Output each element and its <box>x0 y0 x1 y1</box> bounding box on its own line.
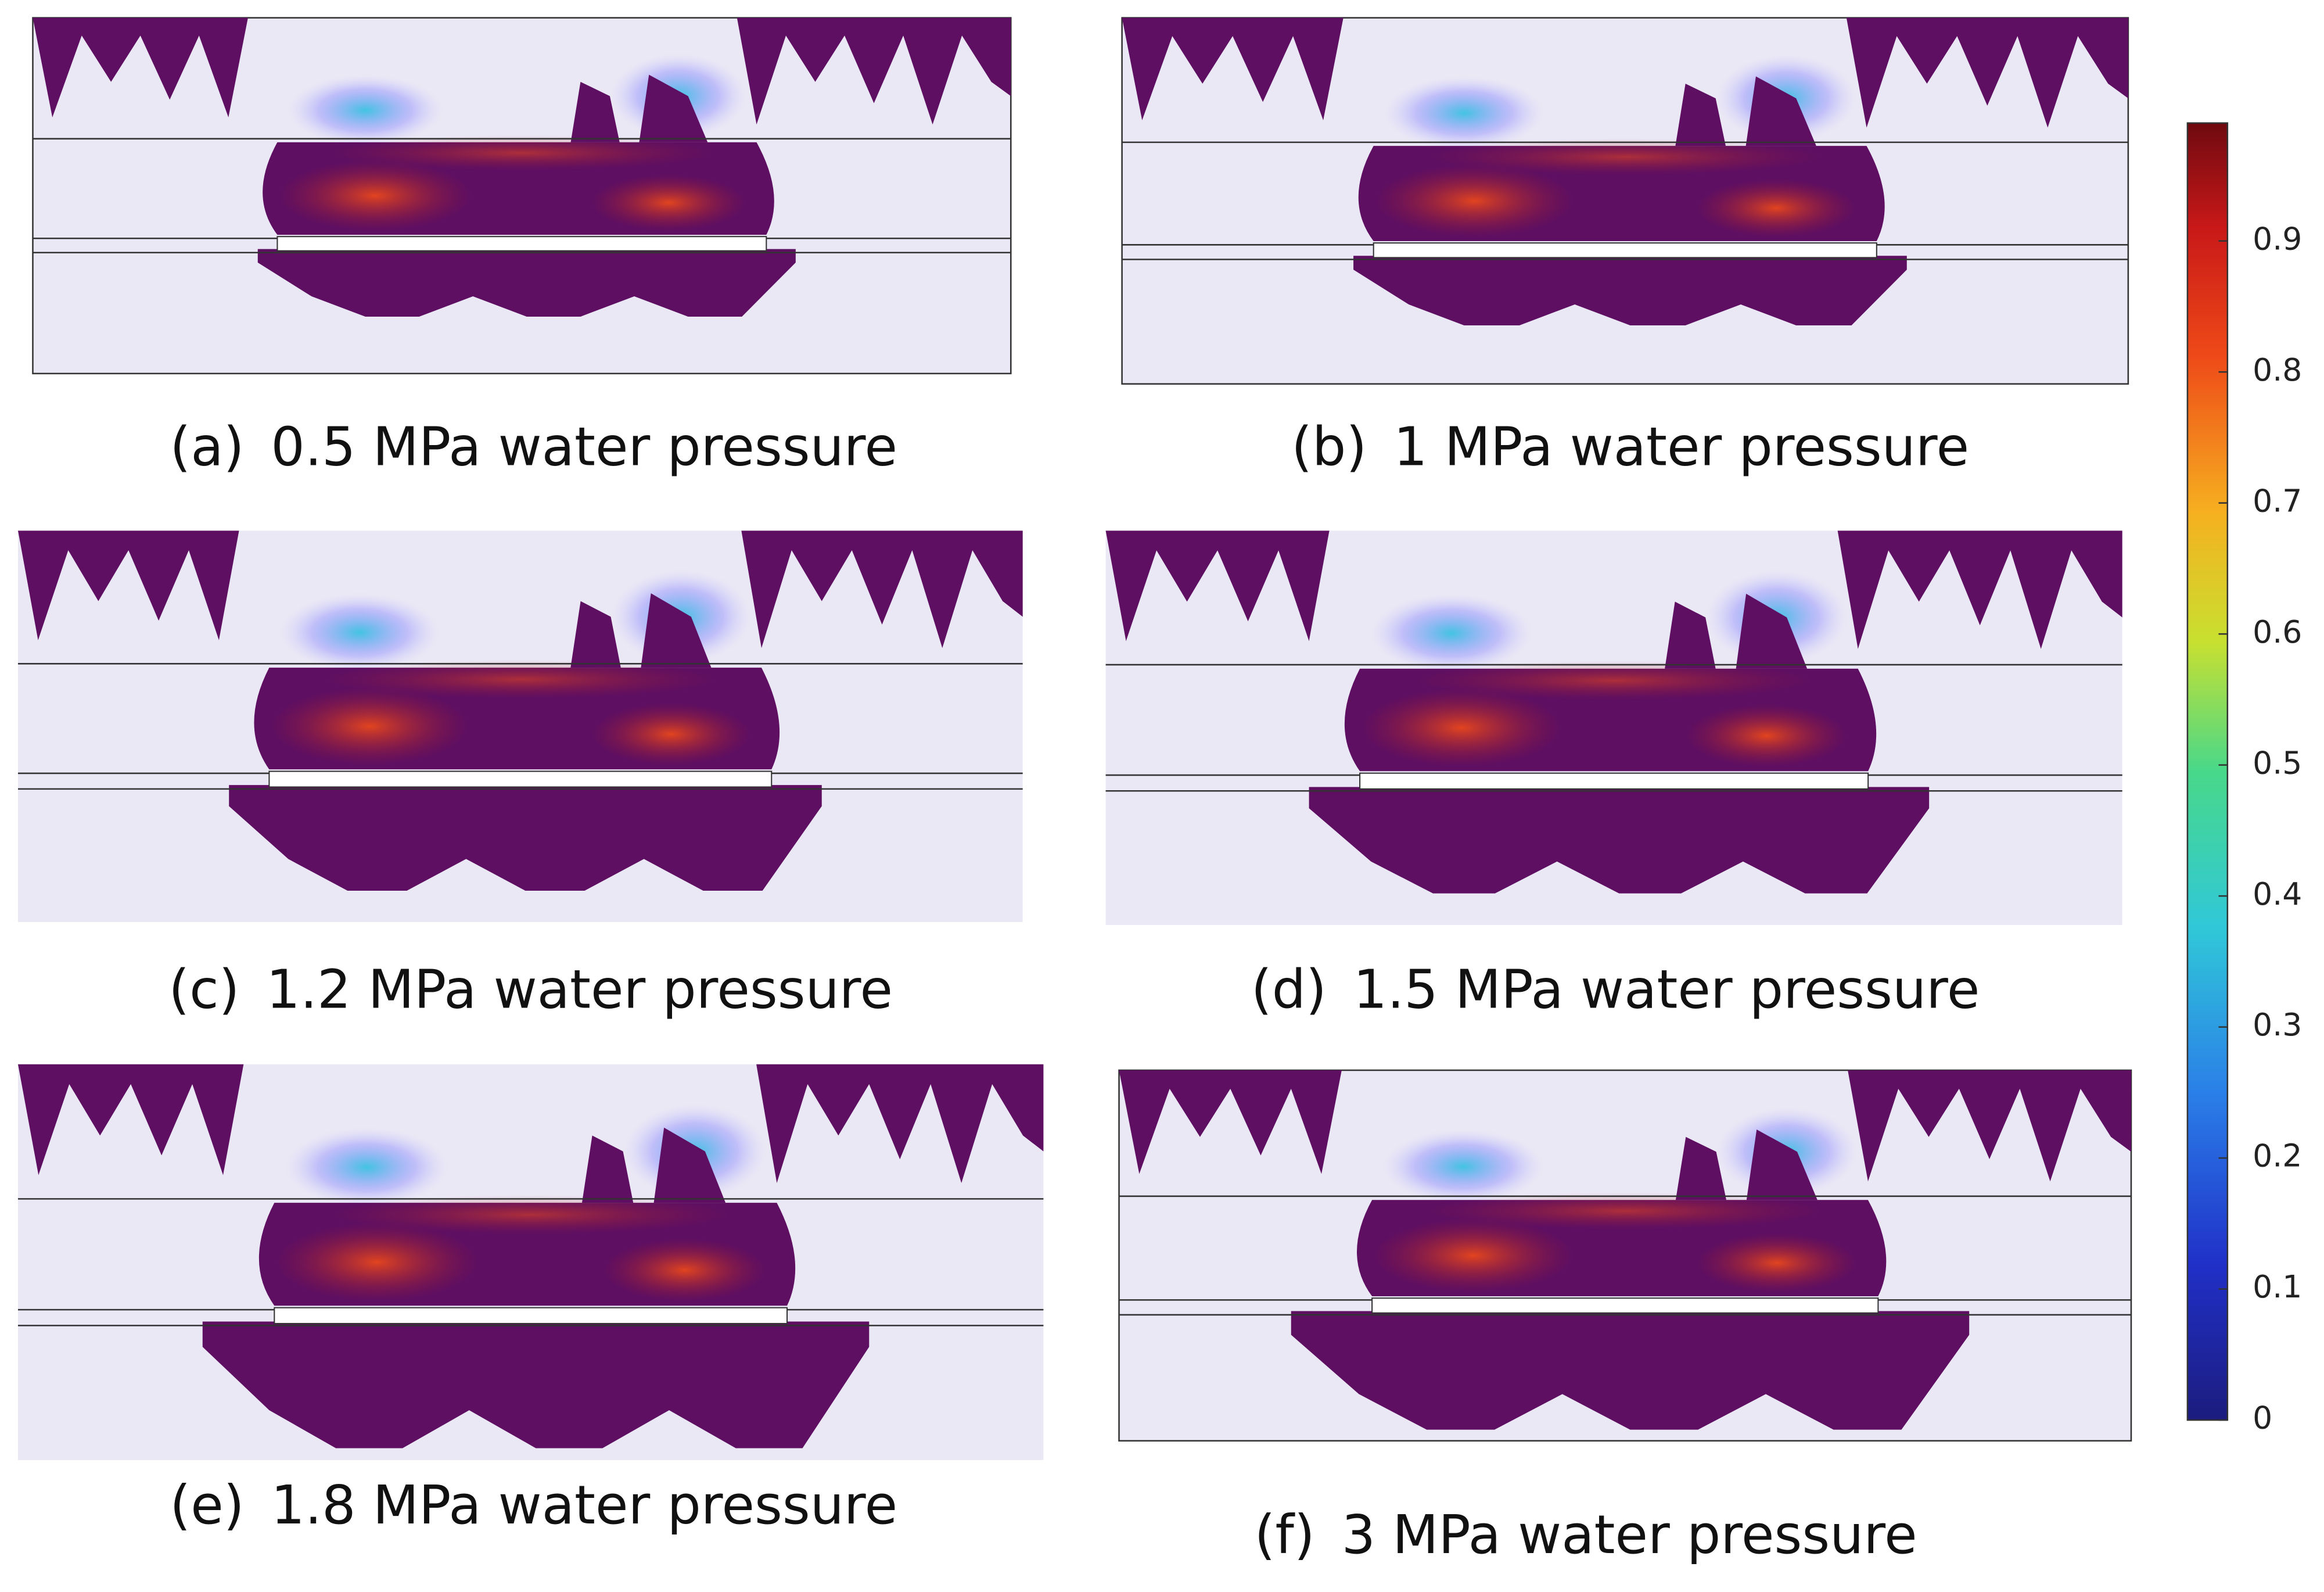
damage-zone <box>639 74 708 142</box>
hot-zone <box>1685 704 1848 768</box>
damage-zone <box>1848 1070 2131 1182</box>
colorbar-tick-label: 0.4 <box>2253 876 2302 912</box>
damage-zone <box>1353 256 1907 325</box>
panel-caption-text: 1.5 MPa water pressure <box>1353 959 1980 1021</box>
damage-zone <box>229 785 822 891</box>
hot-zone <box>269 687 470 766</box>
panel-caption-text: 1.8 MPa water pressure <box>271 1475 898 1537</box>
damage-zone <box>737 17 1011 125</box>
damage-zone <box>1846 17 2128 128</box>
hot-zone <box>590 702 752 766</box>
damage-zone <box>1119 1070 1342 1174</box>
damage-zone <box>1291 1311 1970 1430</box>
hot-zone <box>1696 178 1857 238</box>
colorbar-tick-label: 0.3 <box>2253 1006 2302 1043</box>
halo <box>287 74 444 146</box>
damage-zone <box>741 530 1023 648</box>
panel-caption: (b) 1 MPa water pressure <box>1291 416 1969 478</box>
colorbar <box>2186 122 2229 1421</box>
mined-opening <box>268 770 773 788</box>
mined-opening <box>1371 1297 1879 1314</box>
damage-zone <box>581 1135 634 1203</box>
hot-zone <box>1360 688 1564 768</box>
hot-zone <box>1423 1192 1828 1230</box>
panel-caption-text: 3 MPa water pressure <box>1342 1504 1917 1566</box>
damage-zone <box>1665 601 1716 669</box>
damage-zone <box>202 1321 870 1448</box>
panel-label: (f) <box>1255 1504 1315 1566</box>
panel-caption-text: 1 MPa water pressure <box>1393 416 1969 478</box>
panel-caption-text: 0.5 MPa water pressure <box>271 416 897 478</box>
colorbar-tick-label: 0.5 <box>2253 744 2302 781</box>
colorbar-tick-label: 0 <box>2253 1400 2272 1436</box>
damage-zone <box>653 1127 726 1203</box>
panel: (d) 1.5 MPa water pressure <box>1105 530 2122 1021</box>
mined-opening <box>276 236 767 252</box>
panel-caption-text: 1.2 MPa water pressure <box>266 959 893 1021</box>
panel-caption: (a) 0.5 MPa water pressure <box>170 416 897 478</box>
panel-label: (e) <box>170 1475 244 1537</box>
halo <box>279 593 440 672</box>
colorbar-tick-label: 0.2 <box>2253 1138 2302 1174</box>
damage-zone <box>33 17 248 118</box>
colorbar-tick-label: 0.7 <box>2253 482 2302 519</box>
damage-zone <box>257 249 796 317</box>
colorbar-tick-label: 0.1 <box>2253 1268 2302 1305</box>
halo <box>1370 593 1533 673</box>
mined-opening <box>274 1307 788 1324</box>
hot-zone <box>1696 1233 1858 1293</box>
panel-label: (d) <box>1251 959 1327 1021</box>
hot-zone <box>1373 164 1575 238</box>
mined-opening <box>1373 242 1877 259</box>
damage-zone <box>1675 1136 1727 1200</box>
hot-zone <box>277 160 473 231</box>
colorbar-tick-label: 0.6 <box>2253 614 2302 650</box>
colorbar-tick-label: 0.9 <box>2253 220 2302 257</box>
damage-zone <box>1746 1130 1817 1200</box>
panel-caption: (c) 1.2 MPa water pressure <box>168 959 893 1021</box>
damage-zone <box>570 81 620 142</box>
panel-caption: (d) 1.5 MPa water pressure <box>1251 959 1980 1021</box>
panel-label: (c) <box>168 959 239 1021</box>
hot-zone <box>319 659 721 699</box>
panel-label: (b) <box>1291 416 1367 478</box>
hot-zone <box>1424 138 1827 175</box>
damage-zone <box>17 530 239 640</box>
halo <box>284 1127 449 1207</box>
panel: (e) 1.8 MPa water pressure <box>17 1064 1044 1537</box>
panel: (a) 0.5 MPa water pressure <box>32 17 1012 478</box>
hot-zone <box>274 1222 480 1302</box>
halo <box>1384 76 1545 150</box>
mined-opening <box>1359 772 1869 790</box>
panel-caption: (f) 3 MPa water pressure <box>1255 1504 1917 1566</box>
panel: (f) 3 MPa water pressure <box>1118 1069 2132 1566</box>
damage-zone <box>1105 530 1330 641</box>
hot-zone <box>590 174 747 231</box>
panel: (c) 1.2 MPa water pressure <box>17 530 1023 1021</box>
hot-zone <box>326 135 718 171</box>
panel-caption: (e) 1.8 MPa water pressure <box>170 1475 897 1537</box>
damage-zone <box>1675 84 1726 146</box>
panel-label: (a) <box>170 416 245 478</box>
damage-zone <box>641 593 712 668</box>
halo <box>1382 1130 1544 1204</box>
damage-zone <box>1837 530 2122 649</box>
hot-zone <box>325 1195 736 1235</box>
damage-zone <box>756 1064 1044 1184</box>
damage-zone <box>1309 787 1930 894</box>
colorbar-tick-label: 0.8 <box>2253 352 2302 388</box>
damage-zone <box>1745 76 1816 146</box>
hot-zone <box>602 1238 767 1302</box>
damage-zone <box>570 601 621 668</box>
hot-zone <box>1410 661 1817 701</box>
damage-zone <box>17 1064 244 1175</box>
panel: (b) 1 MPa water pressure <box>1121 17 2129 478</box>
damage-zone <box>1122 17 1344 121</box>
hot-zone <box>1372 1218 1575 1293</box>
damage-zone <box>1736 593 1808 669</box>
